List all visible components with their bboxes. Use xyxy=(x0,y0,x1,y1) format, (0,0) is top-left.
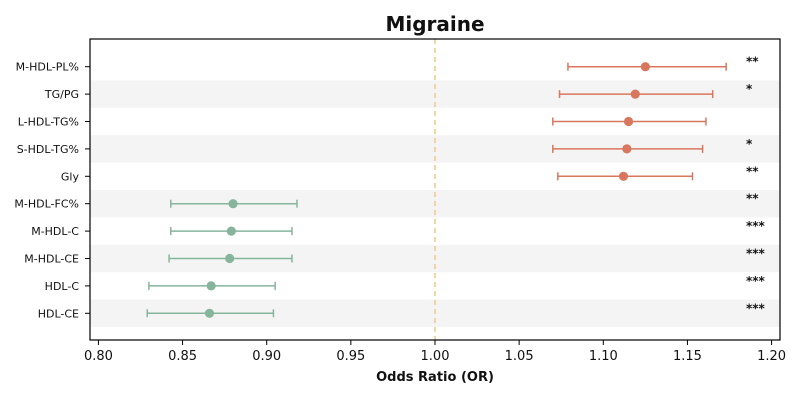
or-point xyxy=(225,253,235,264)
row-label: Gly xyxy=(61,170,80,183)
forest-row: M-HDL-CE *** xyxy=(24,247,765,266)
forest-row: L-HDL-TG% xyxy=(18,116,707,129)
x-tick-label: 1.15 xyxy=(673,349,702,364)
x-tick-label: 0.85 xyxy=(168,349,197,364)
forest-row: HDL-CE *** xyxy=(38,301,766,320)
significance-label: *** xyxy=(746,247,766,261)
x-tick-label: 1.10 xyxy=(589,349,618,364)
row-label: M-HDL-PL% xyxy=(16,61,79,74)
forest-row: TG/PG * xyxy=(44,82,753,101)
or-point xyxy=(623,116,634,127)
forest-row: S-HDL-TG% * xyxy=(17,137,753,156)
row-label: HDL-CE xyxy=(38,307,79,320)
or-point xyxy=(622,144,632,154)
row-label: HDL-C xyxy=(45,280,80,293)
row-label: M-HDL-C xyxy=(31,225,79,238)
row-label: M-HDL-CE xyxy=(24,253,79,266)
significance-label: * xyxy=(746,137,753,151)
x-tick-label: 0.90 xyxy=(252,349,281,364)
x-tick-label: 0.95 xyxy=(336,349,365,364)
row-label: M-HDL-FC% xyxy=(14,198,79,211)
significance-label: ** xyxy=(746,164,759,178)
significance-label: *** xyxy=(746,301,766,315)
or-point xyxy=(228,199,238,209)
x-axis-label: Odds Ratio (OR) xyxy=(376,370,494,385)
x-tick-label: 0.80 xyxy=(84,349,113,364)
or-point xyxy=(204,308,215,318)
or-point xyxy=(206,281,216,291)
forest-row: M-HDL-C *** xyxy=(31,219,765,238)
x-tick-label: 1.00 xyxy=(421,349,450,364)
x-tick-label: 1.05 xyxy=(505,349,534,364)
forest-row: HDL-C *** xyxy=(45,274,766,293)
x-tick-label: 1.20 xyxy=(757,349,786,364)
forest-row: M-HDL-PL% ** xyxy=(16,55,760,74)
row-label: S-HDL-TG% xyxy=(17,143,79,156)
data-rows: M-HDL-PL% ** TG/PG * L-HDL-TG% S-HDL-TG% * Gly *… xyxy=(14,55,765,321)
row-label: L-HDL-TG% xyxy=(18,116,79,129)
or-point xyxy=(640,62,650,72)
significance-label: ** xyxy=(746,55,759,69)
row-label: TG/PG xyxy=(44,88,79,101)
significance-label: *** xyxy=(746,274,766,288)
x-axis-ticks: 0.80 0.85 0.90 0.95 1.00 1.05 1.10 1.15 1.20 xyxy=(84,340,786,364)
significance-label: *** xyxy=(746,219,766,233)
or-point xyxy=(226,226,236,236)
forest-row: M-HDL-FC% ** xyxy=(14,192,759,211)
significance-label: * xyxy=(746,82,753,96)
forest-row: Gly ** xyxy=(61,164,759,183)
or-point xyxy=(630,89,640,99)
or-point xyxy=(618,171,629,181)
significance-label: ** xyxy=(746,192,759,206)
chart-title: Migraine xyxy=(385,12,484,36)
